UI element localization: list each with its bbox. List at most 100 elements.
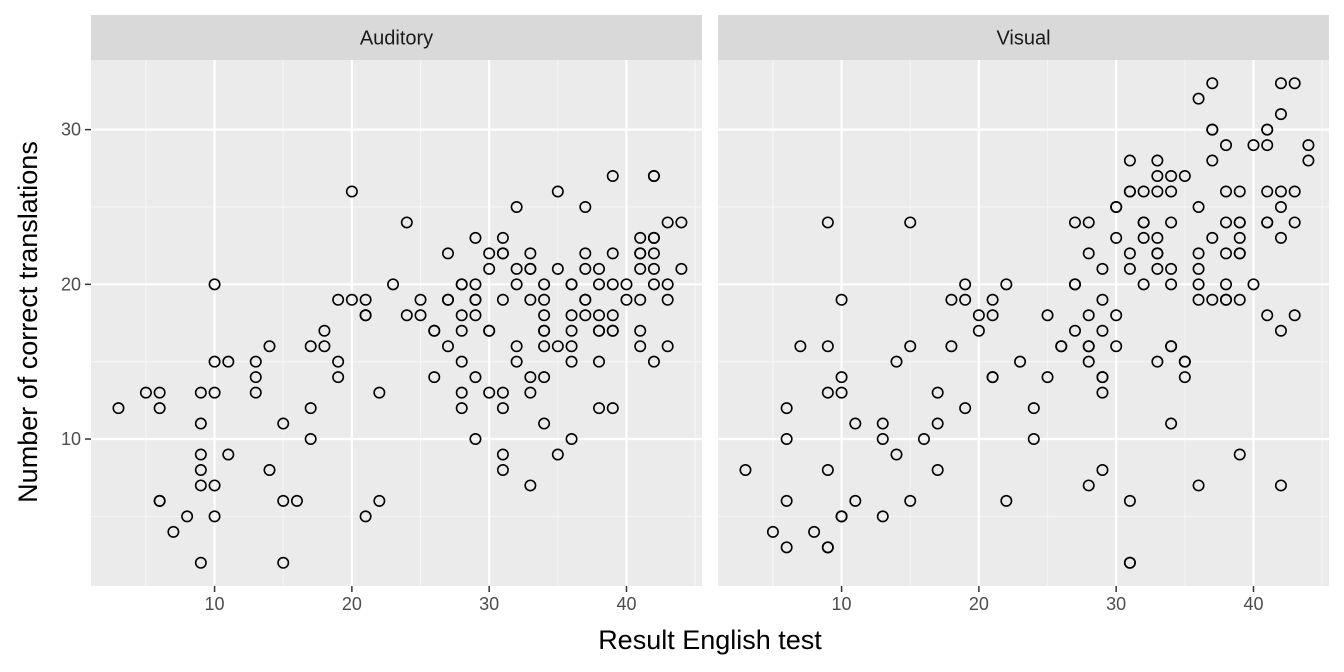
data-point [1096, 386, 1109, 399]
data-point [1288, 77, 1301, 90]
data-point [821, 340, 834, 353]
data-point [359, 510, 372, 523]
data-point [1192, 278, 1205, 291]
data-point [483, 386, 496, 399]
data-point [428, 324, 441, 337]
data-point [551, 185, 564, 198]
data-point [304, 433, 317, 446]
data-point [167, 525, 180, 538]
data-point [675, 216, 688, 229]
data-point [1192, 92, 1205, 105]
data-point [387, 278, 400, 291]
data-point [1082, 340, 1095, 353]
data-point [524, 262, 537, 275]
y-tick-label: 30 [61, 120, 81, 140]
data-point [1123, 154, 1136, 167]
data-point [414, 293, 427, 306]
data-point [1165, 185, 1178, 198]
data-point [455, 278, 468, 291]
data-point [1288, 216, 1301, 229]
data-point [538, 324, 551, 337]
data-point [1274, 324, 1287, 337]
data-point [593, 309, 606, 322]
data-point [1220, 139, 1233, 152]
data-point [1041, 371, 1054, 384]
data-point [263, 463, 276, 476]
data-point [304, 402, 317, 415]
data-point [538, 278, 551, 291]
data-point [441, 247, 454, 260]
data-point [1220, 185, 1233, 198]
data-point [510, 278, 523, 291]
data-point [510, 355, 523, 368]
data-point [538, 293, 551, 306]
data-point [249, 386, 262, 399]
data-point [373, 386, 386, 399]
data-point [510, 200, 523, 213]
data-point [1137, 231, 1150, 244]
data-point [496, 231, 509, 244]
data-point [222, 448, 235, 461]
panel-background [91, 60, 702, 586]
data-point [1096, 371, 1109, 384]
data-point [194, 448, 207, 461]
data-point [1220, 216, 1233, 229]
data-point [304, 340, 317, 353]
data-point [194, 417, 207, 430]
data-point [647, 262, 660, 275]
data-point [1123, 556, 1136, 569]
data-point [1000, 494, 1013, 507]
data-point [1096, 262, 1109, 275]
data-point [1233, 185, 1246, 198]
data-point [849, 494, 862, 507]
data-point [332, 355, 345, 368]
data-point [1206, 123, 1219, 136]
data-point [332, 371, 345, 384]
data-point [469, 371, 482, 384]
x-tick-label: 30 [479, 594, 499, 614]
data-point [469, 278, 482, 291]
data-point [208, 355, 221, 368]
data-point [904, 340, 917, 353]
data-point [1151, 231, 1164, 244]
data-point [959, 402, 972, 415]
data-point [1082, 309, 1095, 322]
data-point [510, 262, 523, 275]
data-point [551, 340, 564, 353]
data-point [263, 340, 276, 353]
data-point [414, 309, 427, 322]
data-point [1206, 293, 1219, 306]
data-point [277, 494, 290, 507]
data-point [972, 324, 985, 337]
data-point [1123, 247, 1136, 260]
data-point [1151, 262, 1164, 275]
data-point [153, 494, 166, 507]
data-point [469, 433, 482, 446]
data-point [1082, 355, 1095, 368]
data-point [661, 340, 674, 353]
data-point [1247, 278, 1260, 291]
data-point [524, 371, 537, 384]
panel-visual: Visual [718, 15, 1329, 586]
panel-background [718, 60, 1329, 586]
data-point [780, 541, 793, 554]
data-point [1178, 371, 1191, 384]
data-point [1220, 247, 1233, 260]
data-point [1014, 355, 1027, 368]
data-point [766, 525, 779, 538]
data-point [1233, 231, 1246, 244]
data-point [579, 293, 592, 306]
data-point [661, 216, 674, 229]
data-point [821, 541, 834, 554]
data-point [1261, 309, 1274, 322]
data-point [1096, 293, 1109, 306]
y-tick-label: 20 [61, 274, 81, 294]
panel-auditory: Auditory [91, 15, 702, 586]
data-point [634, 293, 647, 306]
data-point [565, 355, 578, 368]
data-point [606, 170, 619, 183]
data-point [208, 479, 221, 492]
x-tick-label: 20 [342, 594, 362, 614]
data-point [483, 324, 496, 337]
